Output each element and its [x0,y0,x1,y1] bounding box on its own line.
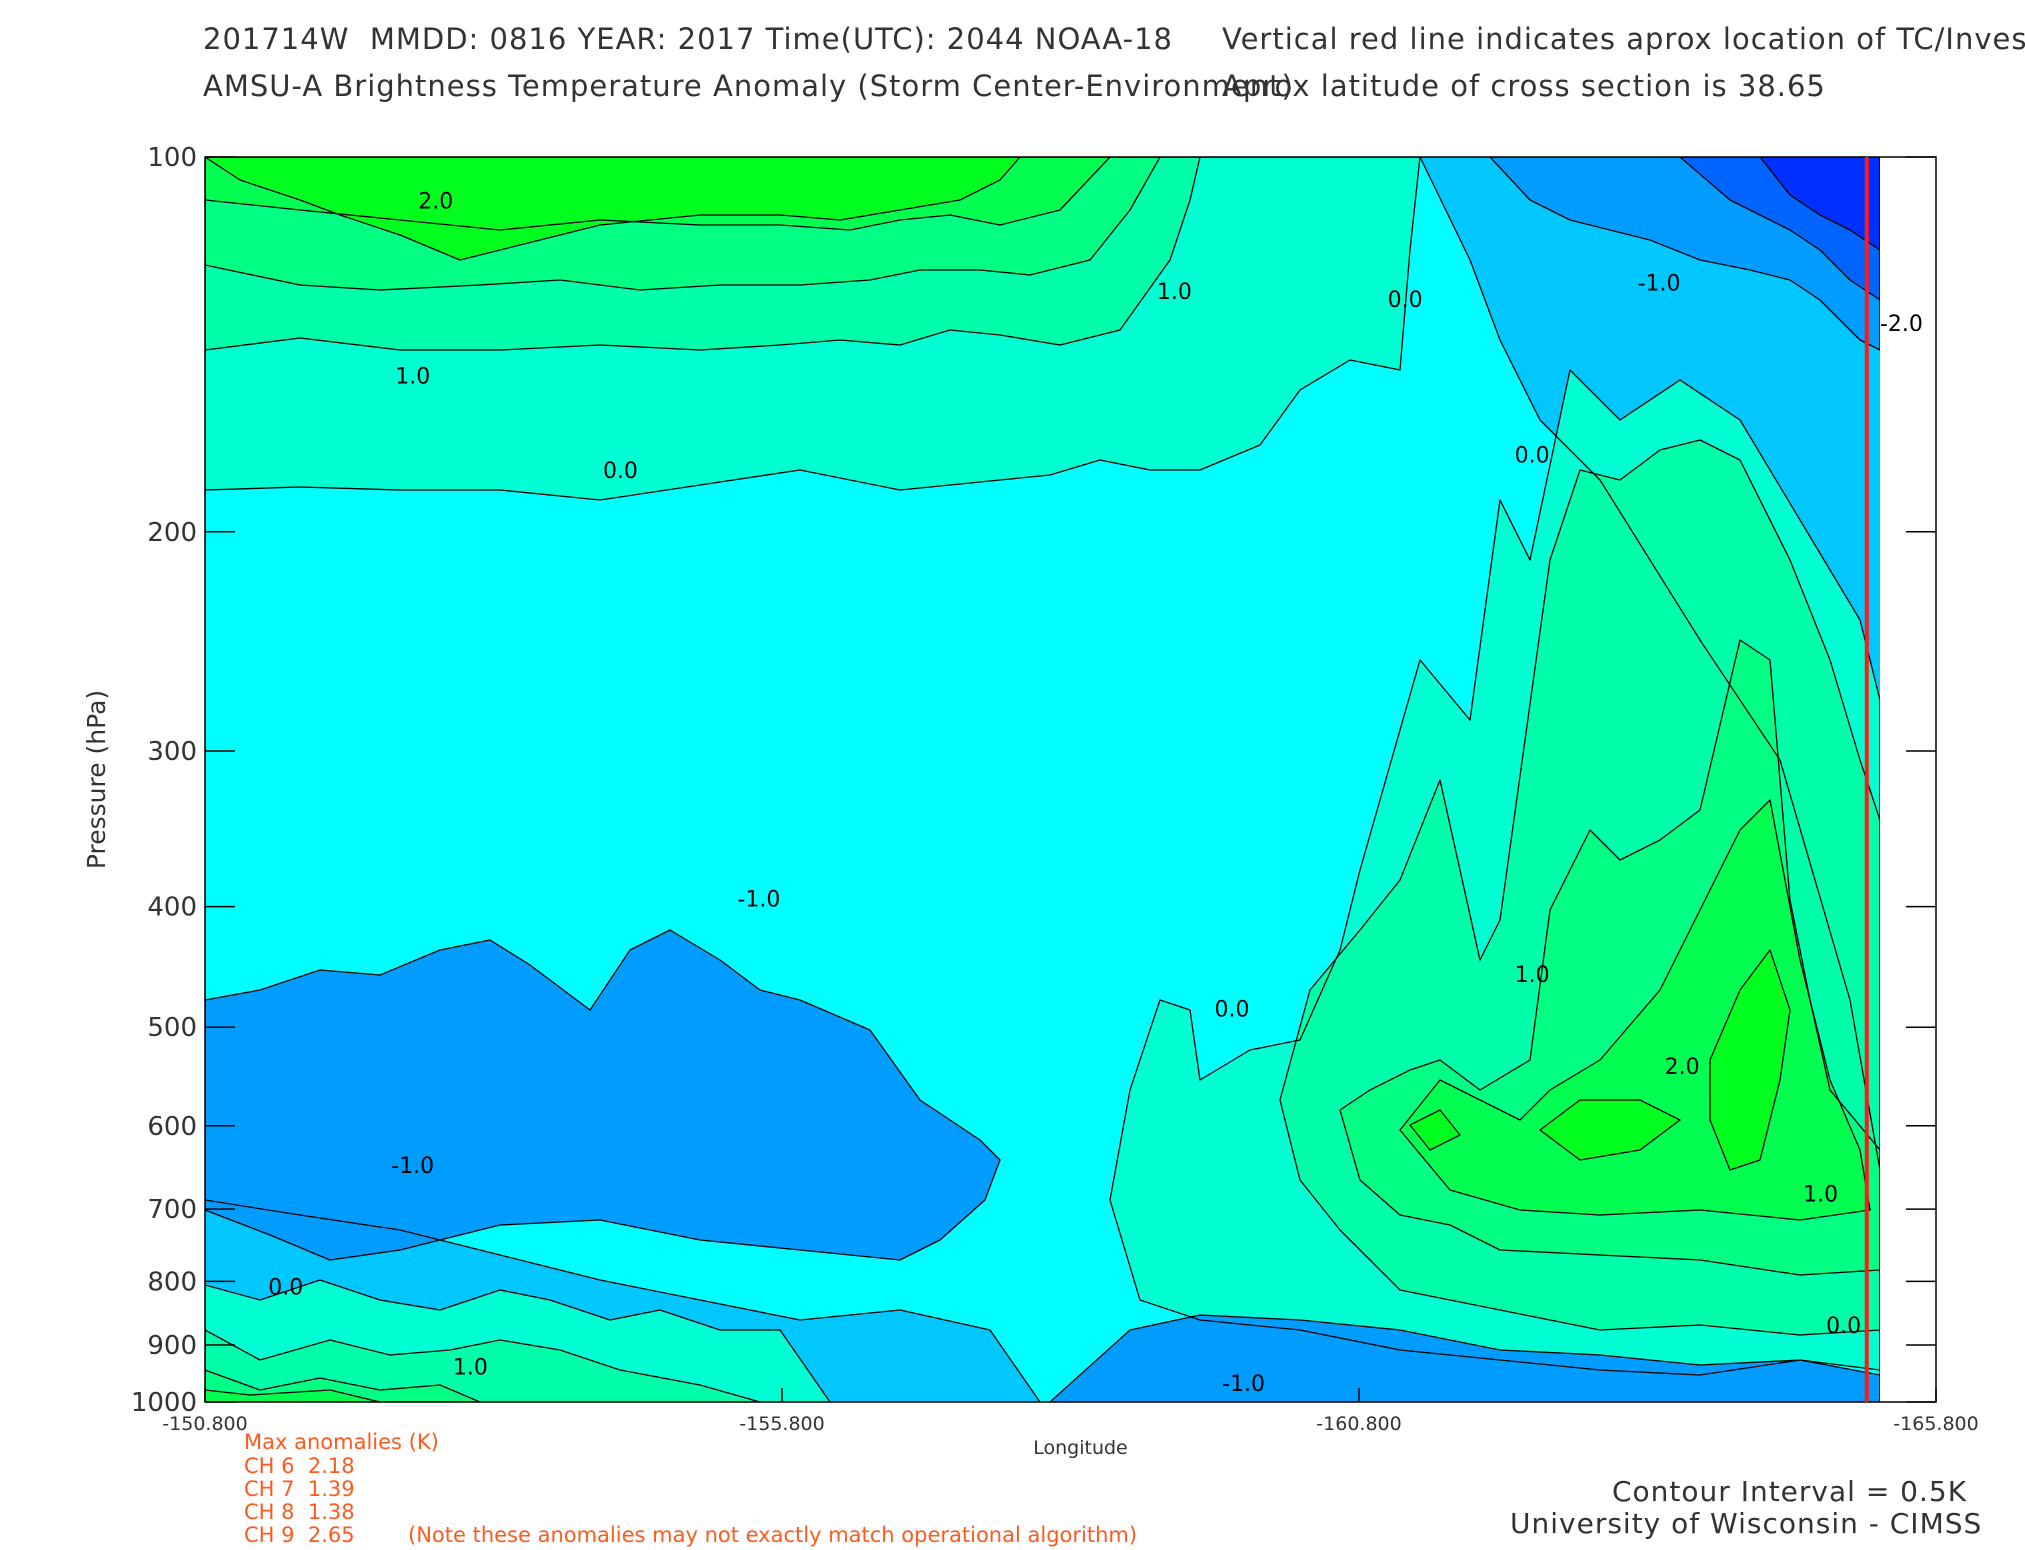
y-tick-label: 200 [147,518,197,548]
contour-label: 1.0 [453,1355,488,1380]
contour-label: -1.0 [1222,1372,1265,1397]
y-tick-label: 1000 [131,1388,197,1418]
y-tick-label: 800 [147,1267,197,1297]
contour-label: -2.0 [1880,312,1923,337]
contour-line [205,1329,761,1402]
contour-line [205,157,1111,231]
contour-label: 2.0 [1665,1055,1700,1080]
contour-label: 0.0 [1826,1314,1861,1339]
channel-6-anomaly: CH 6 2.18 [244,1454,355,1478]
contour-line [205,929,1001,1261]
contour-line [1109,369,1880,1376]
contour-region [205,1390,380,1402]
y-tick-label: 400 [147,893,197,923]
contour-region [205,157,1020,260]
contour-label: 1.0 [395,364,430,389]
contour-line [205,157,1880,1402]
channel-7-anomaly: CH 7 1.39 [244,1477,355,1501]
x-tick-label: -150.800 [162,1413,247,1435]
anomaly-note: (Note these anomalies may not exactly ma… [408,1523,1138,1547]
contour-line [1279,439,1880,1336]
x-tick-label: -165.800 [1893,1413,1978,1435]
contour-label: 1.0 [1157,280,1192,305]
contour-line [205,157,1201,351]
max-anomalies-title: Max anomalies (K) [244,1430,439,1454]
contour-label: 0.0 [268,1276,303,1301]
contour-line [1539,1099,1681,1161]
y-tick-label: 900 [147,1331,197,1361]
contour-label: -1.0 [1638,271,1681,296]
contour-line [1489,157,1880,351]
contour-line [205,157,1021,261]
x-tick-label: -160.800 [1316,1413,1401,1435]
contour-line [205,157,1421,501]
contour-region [1760,157,1880,250]
y-tick-label: 600 [147,1112,197,1142]
contour-label: 0.0 [1515,444,1550,469]
contour-region [1050,1315,1880,1402]
y-axis-title: Pressure (hPa) [82,690,111,869]
x-axis-title: Longitude [1033,1437,1128,1459]
contour-region [1710,950,1790,1170]
contour-label: 0.0 [1388,288,1423,313]
contour-label: -1.0 [737,888,780,913]
contour-line [1049,1314,1880,1402]
contour-label: 0.0 [603,459,638,484]
contour-line [1759,157,1880,251]
contour-line [1709,949,1791,1171]
contour-line [205,1389,381,1402]
header-line1-left: 201714W MMDD: 0816 YEAR: 2017 Time(UTC):… [203,22,1173,56]
contour-label: 1.0 [1515,963,1550,988]
y-tick-label: 300 [147,737,197,767]
header-line2-left: AMSU-A Brightness Temperature Anomaly (S… [203,69,1294,103]
contour-line [205,1369,481,1402]
contour-region [1540,1100,1680,1160]
contour-line [205,157,1161,291]
no-data-strip [1880,157,1936,1402]
x-tick-label: -155.800 [739,1413,824,1435]
header-line1-right: Vertical red line indicates aprox locati… [1222,22,2025,56]
contour-interval: Contour Interval = 0.5K [1612,1475,1968,1508]
institution-credit: University of Wisconsin - CIMSS [1510,1507,1983,1540]
y-tick-label: 500 [147,1013,197,1043]
contour-line [1679,157,1880,301]
plot-frame [204,156,1937,1403]
contour-line [205,1279,831,1402]
contour-label: -1.0 [391,1154,434,1179]
contour-label: 2.0 [418,190,453,215]
contour-line [1399,799,1871,1221]
header-line2-right: Aprox latitude of cross section is 38.65 [1222,69,1826,103]
y-tick-label: 100 [147,143,197,173]
contour-label: 0.0 [1215,997,1250,1022]
contour-region [205,930,1000,1260]
channel-8-anomaly: CH 8 1.38 [244,1500,355,1524]
y-tick-label: 700 [147,1195,197,1225]
contour-label: 1.0 [1803,1182,1838,1207]
channel-9-anomaly: CH 9 2.65 [244,1523,355,1547]
contour-line [1409,1109,1461,1151]
contour-line [1339,639,1880,1276]
